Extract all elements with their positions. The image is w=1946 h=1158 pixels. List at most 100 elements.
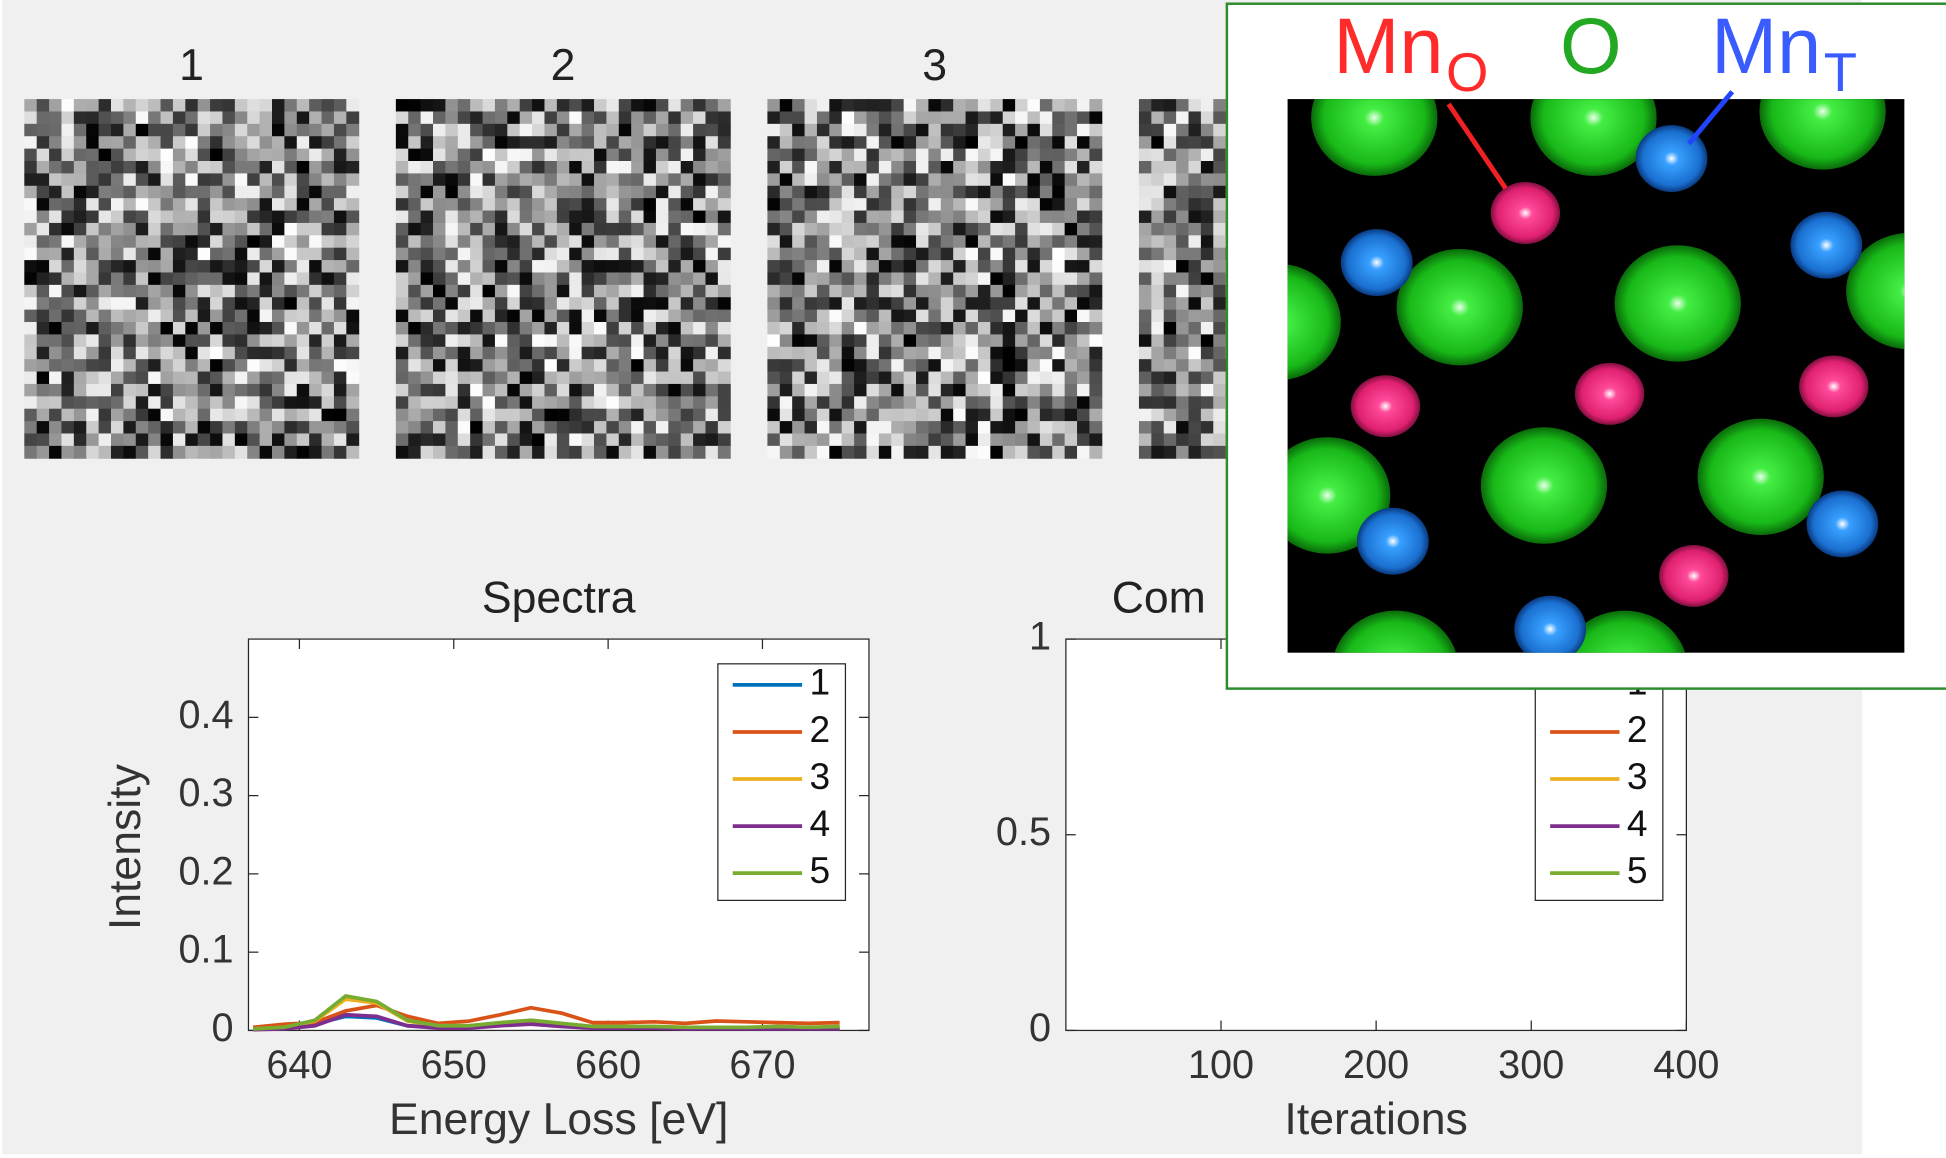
pixel (198, 384, 211, 397)
pixel (86, 334, 99, 347)
pixel (1176, 235, 1189, 248)
pixel (173, 260, 186, 273)
pixel (681, 409, 694, 422)
pixel (161, 310, 174, 323)
pixel (136, 99, 149, 112)
pixel (161, 421, 174, 434)
pixel (668, 260, 681, 273)
pixel (1052, 433, 1065, 446)
pixel (334, 384, 347, 397)
pixel (681, 285, 694, 298)
pixel (966, 99, 979, 112)
pixel (222, 409, 235, 422)
pixel (668, 223, 681, 236)
pixel (866, 260, 879, 273)
pixel (978, 235, 991, 248)
pixel (1077, 310, 1090, 323)
pixel (693, 161, 706, 174)
pixel (1139, 136, 1152, 149)
pixel (111, 421, 124, 434)
pixel (817, 161, 830, 174)
pixel (86, 384, 99, 397)
pixel (904, 186, 917, 199)
pixel (309, 409, 322, 422)
pixel (408, 211, 421, 224)
pixel (272, 124, 285, 137)
pixel (792, 384, 805, 397)
pixel (309, 235, 322, 248)
pixel (619, 223, 632, 236)
pixel (161, 272, 174, 285)
pixel (1151, 297, 1164, 310)
pixel (346, 421, 359, 434)
pixel (396, 334, 409, 347)
pixel (978, 149, 991, 162)
pixel (247, 322, 260, 335)
pixel (247, 124, 260, 137)
pixel (297, 99, 310, 112)
pixel (681, 136, 694, 149)
pixel (1027, 396, 1040, 409)
pixel (842, 111, 855, 124)
pixel (1176, 409, 1189, 422)
pixel (1213, 223, 1226, 236)
pixel (1213, 136, 1226, 149)
pixel (1003, 433, 1016, 446)
pixel (433, 421, 446, 434)
pixel (916, 446, 929, 459)
pixel (1164, 433, 1177, 446)
pixel (1213, 272, 1226, 285)
pixel (557, 186, 570, 199)
pixel (247, 334, 260, 347)
pixel (805, 322, 818, 335)
pixel (544, 310, 557, 323)
pixel (346, 433, 359, 446)
pixel (990, 446, 1003, 459)
pixel (222, 396, 235, 409)
inset-label: O (1560, 1, 1622, 90)
pixel (1015, 285, 1028, 298)
pixel (644, 161, 657, 174)
pixel (941, 223, 954, 236)
pixel (495, 211, 508, 224)
pixel (297, 359, 310, 372)
pixel (247, 149, 260, 162)
pixel (606, 186, 619, 199)
pixel (173, 186, 186, 199)
pixel (520, 322, 533, 335)
pixel (916, 421, 929, 434)
pixel (1077, 359, 1090, 372)
pixel (1164, 149, 1177, 162)
pixel (470, 149, 483, 162)
pixel (123, 272, 136, 285)
pixel (247, 421, 260, 434)
pixel (111, 235, 124, 248)
pixel (532, 384, 545, 397)
pixel (854, 297, 867, 310)
pixel (532, 223, 545, 236)
pixel (866, 310, 879, 323)
pixel (421, 433, 434, 446)
pixel (396, 396, 409, 409)
x-tick-label: 640 (266, 1043, 332, 1087)
pixel (557, 260, 570, 273)
pixel (24, 223, 37, 236)
pixel (111, 248, 124, 261)
pixel (433, 111, 446, 124)
pixel (49, 223, 62, 236)
pixel (941, 198, 954, 211)
pixel (260, 347, 273, 360)
pixel (532, 111, 545, 124)
pixel (334, 359, 347, 372)
pixel (1040, 334, 1053, 347)
pixel (606, 421, 619, 434)
pixel (334, 334, 347, 347)
pixel (1052, 446, 1065, 459)
pixel (483, 421, 496, 434)
pixel (61, 322, 74, 335)
pixel (1213, 359, 1226, 372)
pixel (842, 297, 855, 310)
pixel (247, 198, 260, 211)
pixel (990, 384, 1003, 397)
pixel (866, 384, 879, 397)
